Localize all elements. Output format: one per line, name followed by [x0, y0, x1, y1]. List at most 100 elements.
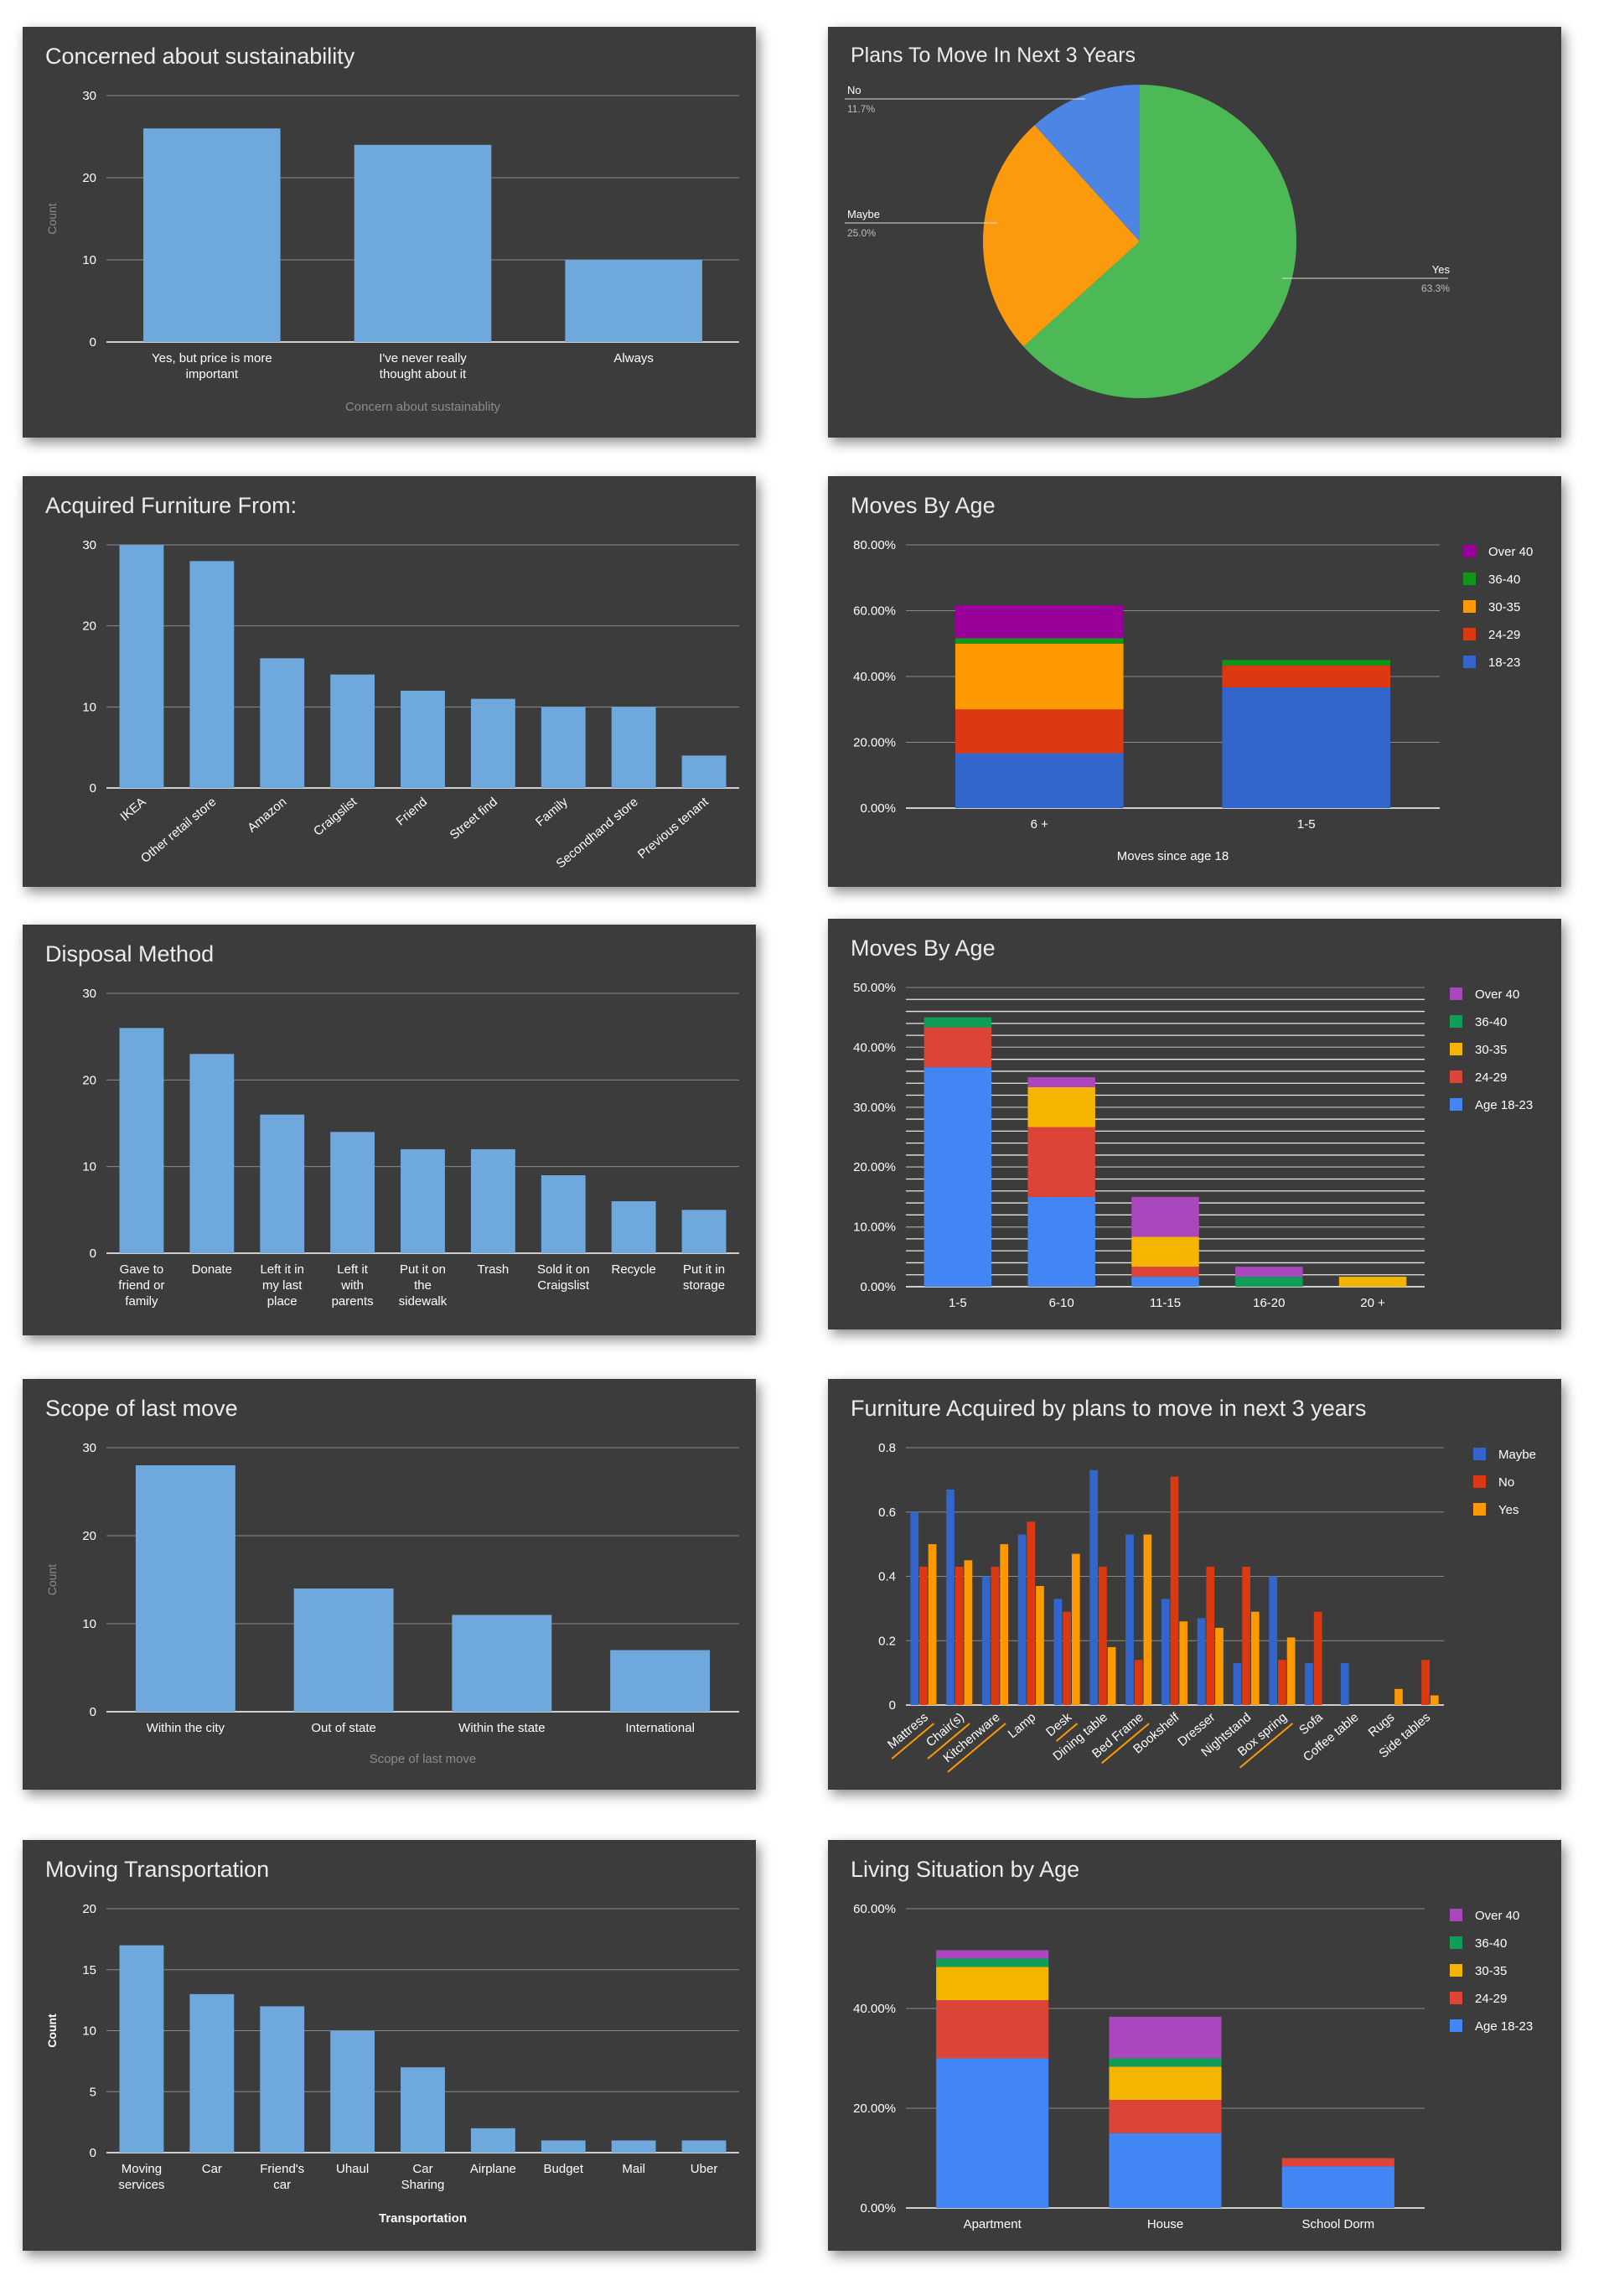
legend-swatch-over-40	[1450, 987, 1462, 1000]
x-tick-label: Family	[533, 795, 571, 830]
y-tick-label: 10	[82, 700, 96, 714]
legend-label-30-35: 30-35	[1475, 1964, 1507, 1978]
chart-panel-concern-sustainability: Concerned about sustainability 0 10 20 30 Ye…	[23, 27, 756, 438]
x-tick-label: Recycle	[611, 1262, 655, 1277]
legend-label-36-40: 36-40	[1475, 1936, 1507, 1951]
legend-swatch-18-23	[1463, 656, 1476, 668]
y-tick-label: 20	[82, 171, 96, 185]
bar-gave-to-friend-or-family	[119, 1028, 164, 1253]
bar-car-sharing	[401, 2067, 445, 2153]
y-tick-label: 60.00%	[853, 604, 896, 619]
chart-title: Disposal Method	[45, 941, 215, 967]
x-tick-label: Street find	[448, 795, 500, 842]
chart-panel-plans-to-move: Plans To Move In Next 3 Years Yes 63.3% Ma…	[828, 27, 1561, 438]
y-axis-label: Count	[45, 2014, 59, 2048]
bar-maybe-lamp	[1017, 1534, 1027, 1705]
y-tick-label: 0	[889, 1698, 896, 1713]
chart-canvas: 0 10 20 30 Gave to friend or family Donate Left …	[82, 987, 739, 1309]
x-tick-label: Other retail store	[138, 795, 220, 866]
bar-yes-mattress	[928, 1544, 937, 1705]
bar-friend-s-car	[260, 2006, 305, 2153]
y-tick-label: 20.00%	[853, 2102, 896, 2116]
legend-swatch-30-35	[1463, 600, 1476, 613]
y-tick-label: 50.00%	[853, 981, 896, 995]
chart-canvas: 0 10 20 30 Within the city Out of state Within…	[45, 1441, 739, 1766]
legend-label-maybe: Maybe	[1498, 1448, 1536, 1462]
bar-amazon	[260, 658, 305, 788]
bar-no-dresser	[1206, 1566, 1215, 1705]
y-tick-label: 10.00%	[853, 1221, 896, 1235]
y-tick-label: 20	[82, 619, 96, 634]
y-tick-label: 80.00%	[853, 538, 896, 552]
bar-segment-age-18-23-1-5	[923, 1067, 992, 1287]
x-tick-label: Yes, but price is more important	[152, 351, 272, 381]
bar-mail	[611, 2140, 656, 2153]
y-tick-label: 40.00%	[853, 1040, 896, 1055]
legend-label-age-18-23: Age 18-23	[1475, 2019, 1533, 2034]
y-tick-label: 5	[90, 2085, 96, 2099]
bar-segment-over-40-11-15	[1131, 1196, 1199, 1237]
bar-maybe-desk	[1053, 1599, 1063, 1705]
bar-segment-18-23-6	[955, 753, 1124, 808]
bar-trash	[470, 1149, 515, 1253]
legend-label-no: No	[1498, 1475, 1514, 1490]
pie-percent-no: 11.7%	[847, 103, 875, 115]
legend-label-age-18-23: Age 18-23	[1475, 1098, 1533, 1112]
x-tick-label: 1-5	[949, 1296, 967, 1310]
x-tick-label: 16-20	[1253, 1296, 1285, 1310]
bar-family	[541, 707, 586, 788]
chart-panel-living-situation: Living Situation by Age 0.00% 20.00% 40.00…	[828, 1840, 1561, 2251]
bar-segment-30-35-house	[1109, 2066, 1222, 2101]
bar-out-of-state	[293, 1589, 394, 1712]
y-tick-label: 0.00%	[860, 801, 896, 816]
x-tick-label: School Dorm	[1301, 2217, 1374, 2231]
y-tick-label: 10	[82, 1617, 96, 1631]
x-tick-label: Uhaul	[336, 2162, 369, 2176]
bar-segment-36-40-1-5	[1222, 660, 1391, 666]
legend-label-24-29: 24-29	[1488, 628, 1520, 642]
x-tick-label: Apartment	[964, 2217, 1022, 2231]
legend-swatch-no	[1473, 1475, 1486, 1488]
bar-budget	[541, 2140, 586, 2153]
y-tick-label: 0.6	[878, 1506, 896, 1520]
legend-label-24-29: 24-29	[1475, 1070, 1507, 1085]
legend-swatch-yes	[1473, 1503, 1486, 1516]
x-tick-label: House	[1147, 2217, 1183, 2231]
bar-segment-age-18-23-11-15	[1131, 1277, 1199, 1287]
y-tick-label: 20.00%	[853, 736, 896, 750]
bar-moving-services	[119, 1945, 164, 2153]
underline-mark	[1055, 1723, 1079, 1742]
bar-yes-box-spring	[1286, 1637, 1296, 1705]
bar-segment-over-40-6-10	[1027, 1077, 1095, 1087]
bar-segment-24-29-1-5	[1222, 665, 1391, 688]
x-tick-label: Uber	[691, 2162, 718, 2176]
bar-no-dining-table	[1099, 1566, 1107, 1705]
x-tick-label: International	[625, 1721, 695, 1735]
bar-no-side-tables	[1421, 1660, 1430, 1705]
x-tick-label: Friend	[394, 795, 431, 828]
underline-mark	[927, 1723, 970, 1760]
bar-segment-30-35-6	[955, 643, 1124, 710]
bar-maybe-bookshelf	[1161, 1599, 1170, 1705]
bar-segment-30-35-11-15	[1131, 1236, 1199, 1267]
legend-swatch-36-40	[1450, 1936, 1462, 1949]
bar-yes-rugs	[1394, 1688, 1403, 1705]
bar-friend	[401, 691, 445, 788]
legend-swatch-over-40	[1463, 545, 1476, 557]
x-tick-label: Gave to friend or family	[118, 1262, 164, 1309]
bar-left-it-in-my-last-place	[260, 1114, 305, 1253]
y-tick-label: 10	[82, 2024, 96, 2039]
y-tick-label: 40.00%	[853, 670, 896, 684]
bar-segment-over-40-apartment	[936, 1950, 1049, 1959]
bar-maybe-dresser	[1197, 1618, 1206, 1705]
chart-canvas: 0.00% 10.00% 20.00% 30.00% 40.00% 50.00% 1-5 6-…	[853, 981, 1533, 1310]
x-tick-label: Always	[613, 351, 654, 365]
legend-swatch-30-35	[1450, 1964, 1462, 1977]
bar-no-sofa	[1313, 1611, 1322, 1705]
bar-yes-dining-table	[1107, 1646, 1116, 1705]
bar-donate	[189, 1054, 235, 1253]
x-tick-label: Put it in storage	[683, 1262, 725, 1293]
y-tick-label: 20	[82, 1073, 96, 1087]
chart-title: Moving Transportation	[45, 1857, 270, 1882]
bar-international	[610, 1650, 711, 1712]
